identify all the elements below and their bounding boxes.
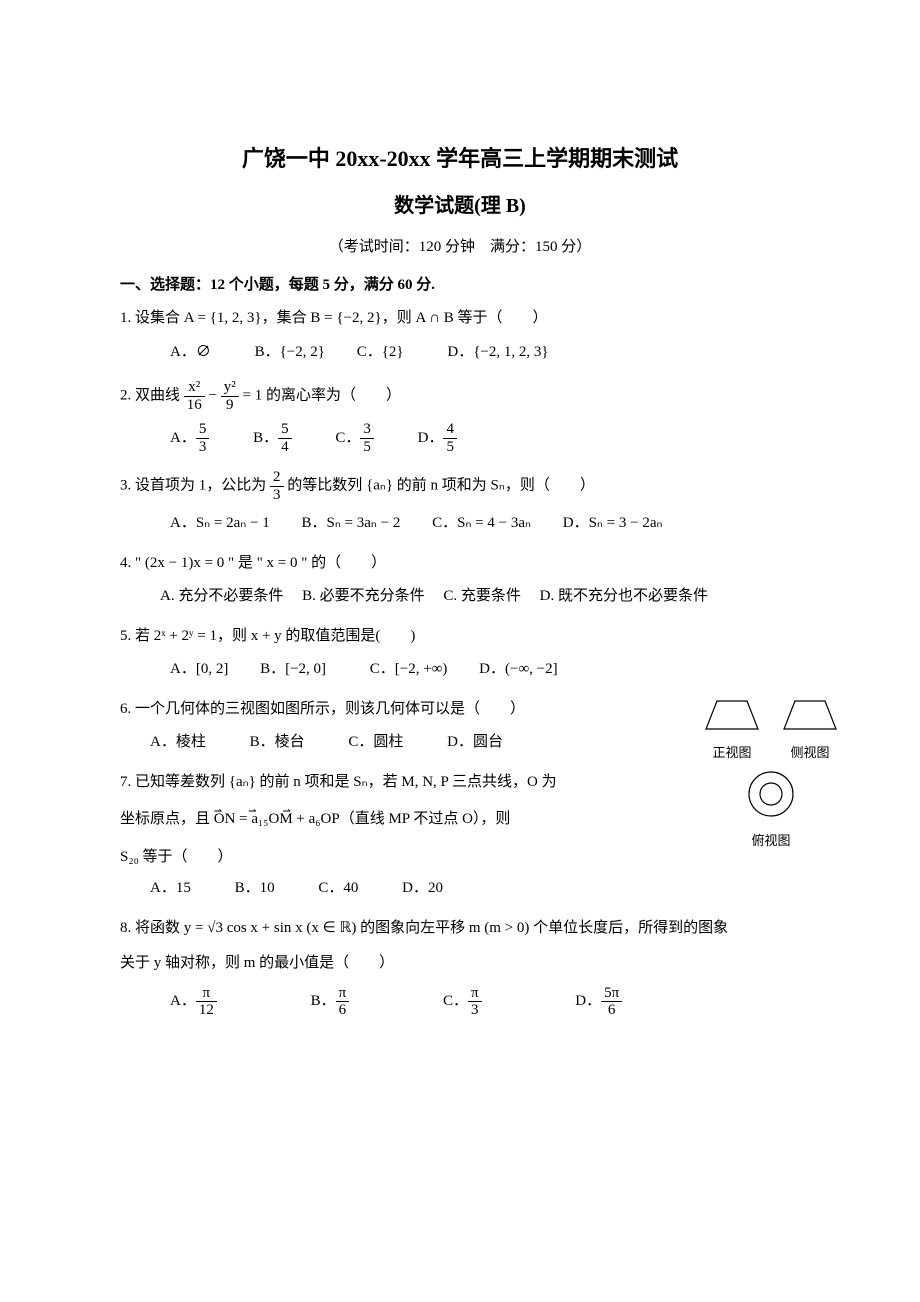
title-main: 广饶一中 20xx-20xx 学年高三上学期期末测试 [120,140,800,177]
q2-stem: 2. 双曲线 x²16 − y²9 = 1 的离心率为（ ） [120,379,800,413]
q4-opt-d: D. 既不充分也不必要条件 [540,588,708,604]
question-3: 3. 设首项为 1，公比为 23 的等比数列 {aₙ} 的前 n 项和为 Sₙ，… [120,469,800,537]
question-4: 4. " (2x − 1)x = 0 " 是 " x = 0 " 的（ ） A.… [120,551,800,610]
q1-options: A．∅ B．{−2, 2} C．{2} D．{−2, 1, 2, 3} [120,340,800,366]
q1-opt-a: A．∅ [170,344,211,360]
q8-opt-a: A．π12 [170,993,217,1009]
q8-opt-b: B．π6 [311,993,350,1009]
q3-opt-a: A．Sₙ = 2aₙ − 1 [170,515,270,531]
q7-line1: 7. 已知等差数列 {aₙ} 的前 n 项和是 Sₙ，若 M, N, P 三点共… [120,770,660,796]
question-5: 5. 若 2ˣ + 2ʸ = 1，则 x + y 的取值范围是( ) A．[0,… [120,624,800,683]
q4-options: A. 充分不必要条件 B. 必要不充分条件 C. 充要条件 D. 既不充分也不必… [120,584,800,610]
q5-stem: 5. 若 2ˣ + 2ʸ = 1，则 x + y 的取值范围是( ) [120,624,800,650]
q1-stem: 1. 设集合 A = {1, 2, 3}，集合 B = {−2, 2}，则 A … [120,306,800,332]
q6-stem: 6. 一个几何体的三视图如图所示，则该几何体可以是（ ） [120,697,800,723]
q5-opt-a: A．[0, 2] [170,661,228,677]
q1-opt-b: B．{−2, 2} [255,344,325,360]
q8-opt-c: C．π3 [443,993,482,1009]
q1-opt-c: C．{2} [357,344,404,360]
q8-line1: 8. 将函数 y = √3 cos x + sin x (x ∈ ℝ) 的图象向… [120,916,800,942]
section-heading: 一、选择题：12 个小题，每题 5 分，满分 60 分. [120,273,800,299]
q7-options: A．15 B．10 C．40 D．20 [120,876,660,902]
q5-options: A．[0, 2] B．[−2, 0] C．[−2, +∞) D．(−∞, −2] [120,657,800,683]
q2-options: A．53 B．54 C．35 D．45 [120,421,800,455]
q2-opt-c: C．35 [335,430,374,446]
q3-opt-c: C．Sₙ = 4 − 3aₙ [432,515,531,531]
q6-opt-d: D．圆台 [447,734,503,750]
q3-opt-b: B．Sₙ = 3aₙ − 2 [301,515,400,531]
question-7: 7. 已知等差数列 {aₙ} 的前 n 项和是 Sₙ，若 M, N, P 三点共… [120,770,800,902]
q1-opt-d: D．{−2, 1, 2, 3} [447,344,548,360]
q5-opt-d: D．(−∞, −2] [479,661,557,677]
q7-opt-c: C．40 [318,880,358,896]
exam-info: （考试时间：120 分钟 满分：150 分） [120,235,800,261]
q8-opt-d: D．5π6 [575,993,622,1009]
q4-opt-b: B. 必要不充分条件 [302,588,425,604]
trapezoid-icon [780,697,840,733]
q6-options: A．棱柱 B．棱台 C．圆柱 D．圆台 [120,730,800,756]
q7-opt-a: A．15 [150,880,191,896]
q2-opt-a: A．53 [170,430,209,446]
q3-options: A．Sₙ = 2aₙ − 1 B．Sₙ = 3aₙ − 2 C．Sₙ = 4 −… [120,511,800,537]
trapezoid-icon [702,697,762,733]
question-8: 8. 将函数 y = √3 cos x + sin x (x ∈ ℝ) 的图象向… [120,916,800,1019]
question-1: 1. 设集合 A = {1, 2, 3}，集合 B = {−2, 2}，则 A … [120,306,800,365]
q7-opt-b: B．10 [235,880,275,896]
q6-opt-a: A．棱柱 [150,734,206,750]
front-view-block: 正视图 [702,697,762,765]
question-6: 6. 一个几何体的三视图如图所示，则该几何体可以是（ ） A．棱柱 B．棱台 C… [120,697,800,756]
q4-opt-c: C. 充要条件 [443,588,521,604]
q6-opt-c: C．圆柱 [348,734,403,750]
title-sub: 数学试题(理 B) [120,189,800,223]
side-view-block: 侧视图 [780,697,840,765]
q3-stem: 3. 设首项为 1，公比为 23 的等比数列 {aₙ} 的前 n 项和为 Sₙ，… [120,469,800,503]
q4-stem: 4. " (2x − 1)x = 0 " 是 " x = 0 " 的（ ） [120,551,800,577]
q3-opt-d: D．Sₙ = 3 − 2aₙ [563,515,663,531]
q8-line2: 关于 y 轴对称，则 m 的最小值是（ ） [120,951,800,977]
question-2: 2. 双曲线 x²16 − y²9 = 1 的离心率为（ ） A．53 B．54… [120,379,800,455]
q2-opt-d: D．45 [418,430,457,446]
q7-line3: S₂₀ 等于（ ） [120,845,660,871]
q4-opt-a: A. 充分不必要条件 [160,588,283,604]
q7-opt-d: D．20 [402,880,443,896]
q5-opt-c: C．[−2, +∞) [370,661,448,677]
q2-opt-b: B．54 [253,430,292,446]
q8-options: A．π12 B．π6 C．π3 D．5π6 [120,985,800,1019]
q6-opt-b: B．棱台 [250,734,305,750]
q5-opt-b: B．[−2, 0] [260,661,326,677]
q7-line2: 坐标原点，且 ⇀ ⇀ ⇀ON = a₁₅OM + a₆OP（直线 MP 不过点 … [120,807,660,833]
